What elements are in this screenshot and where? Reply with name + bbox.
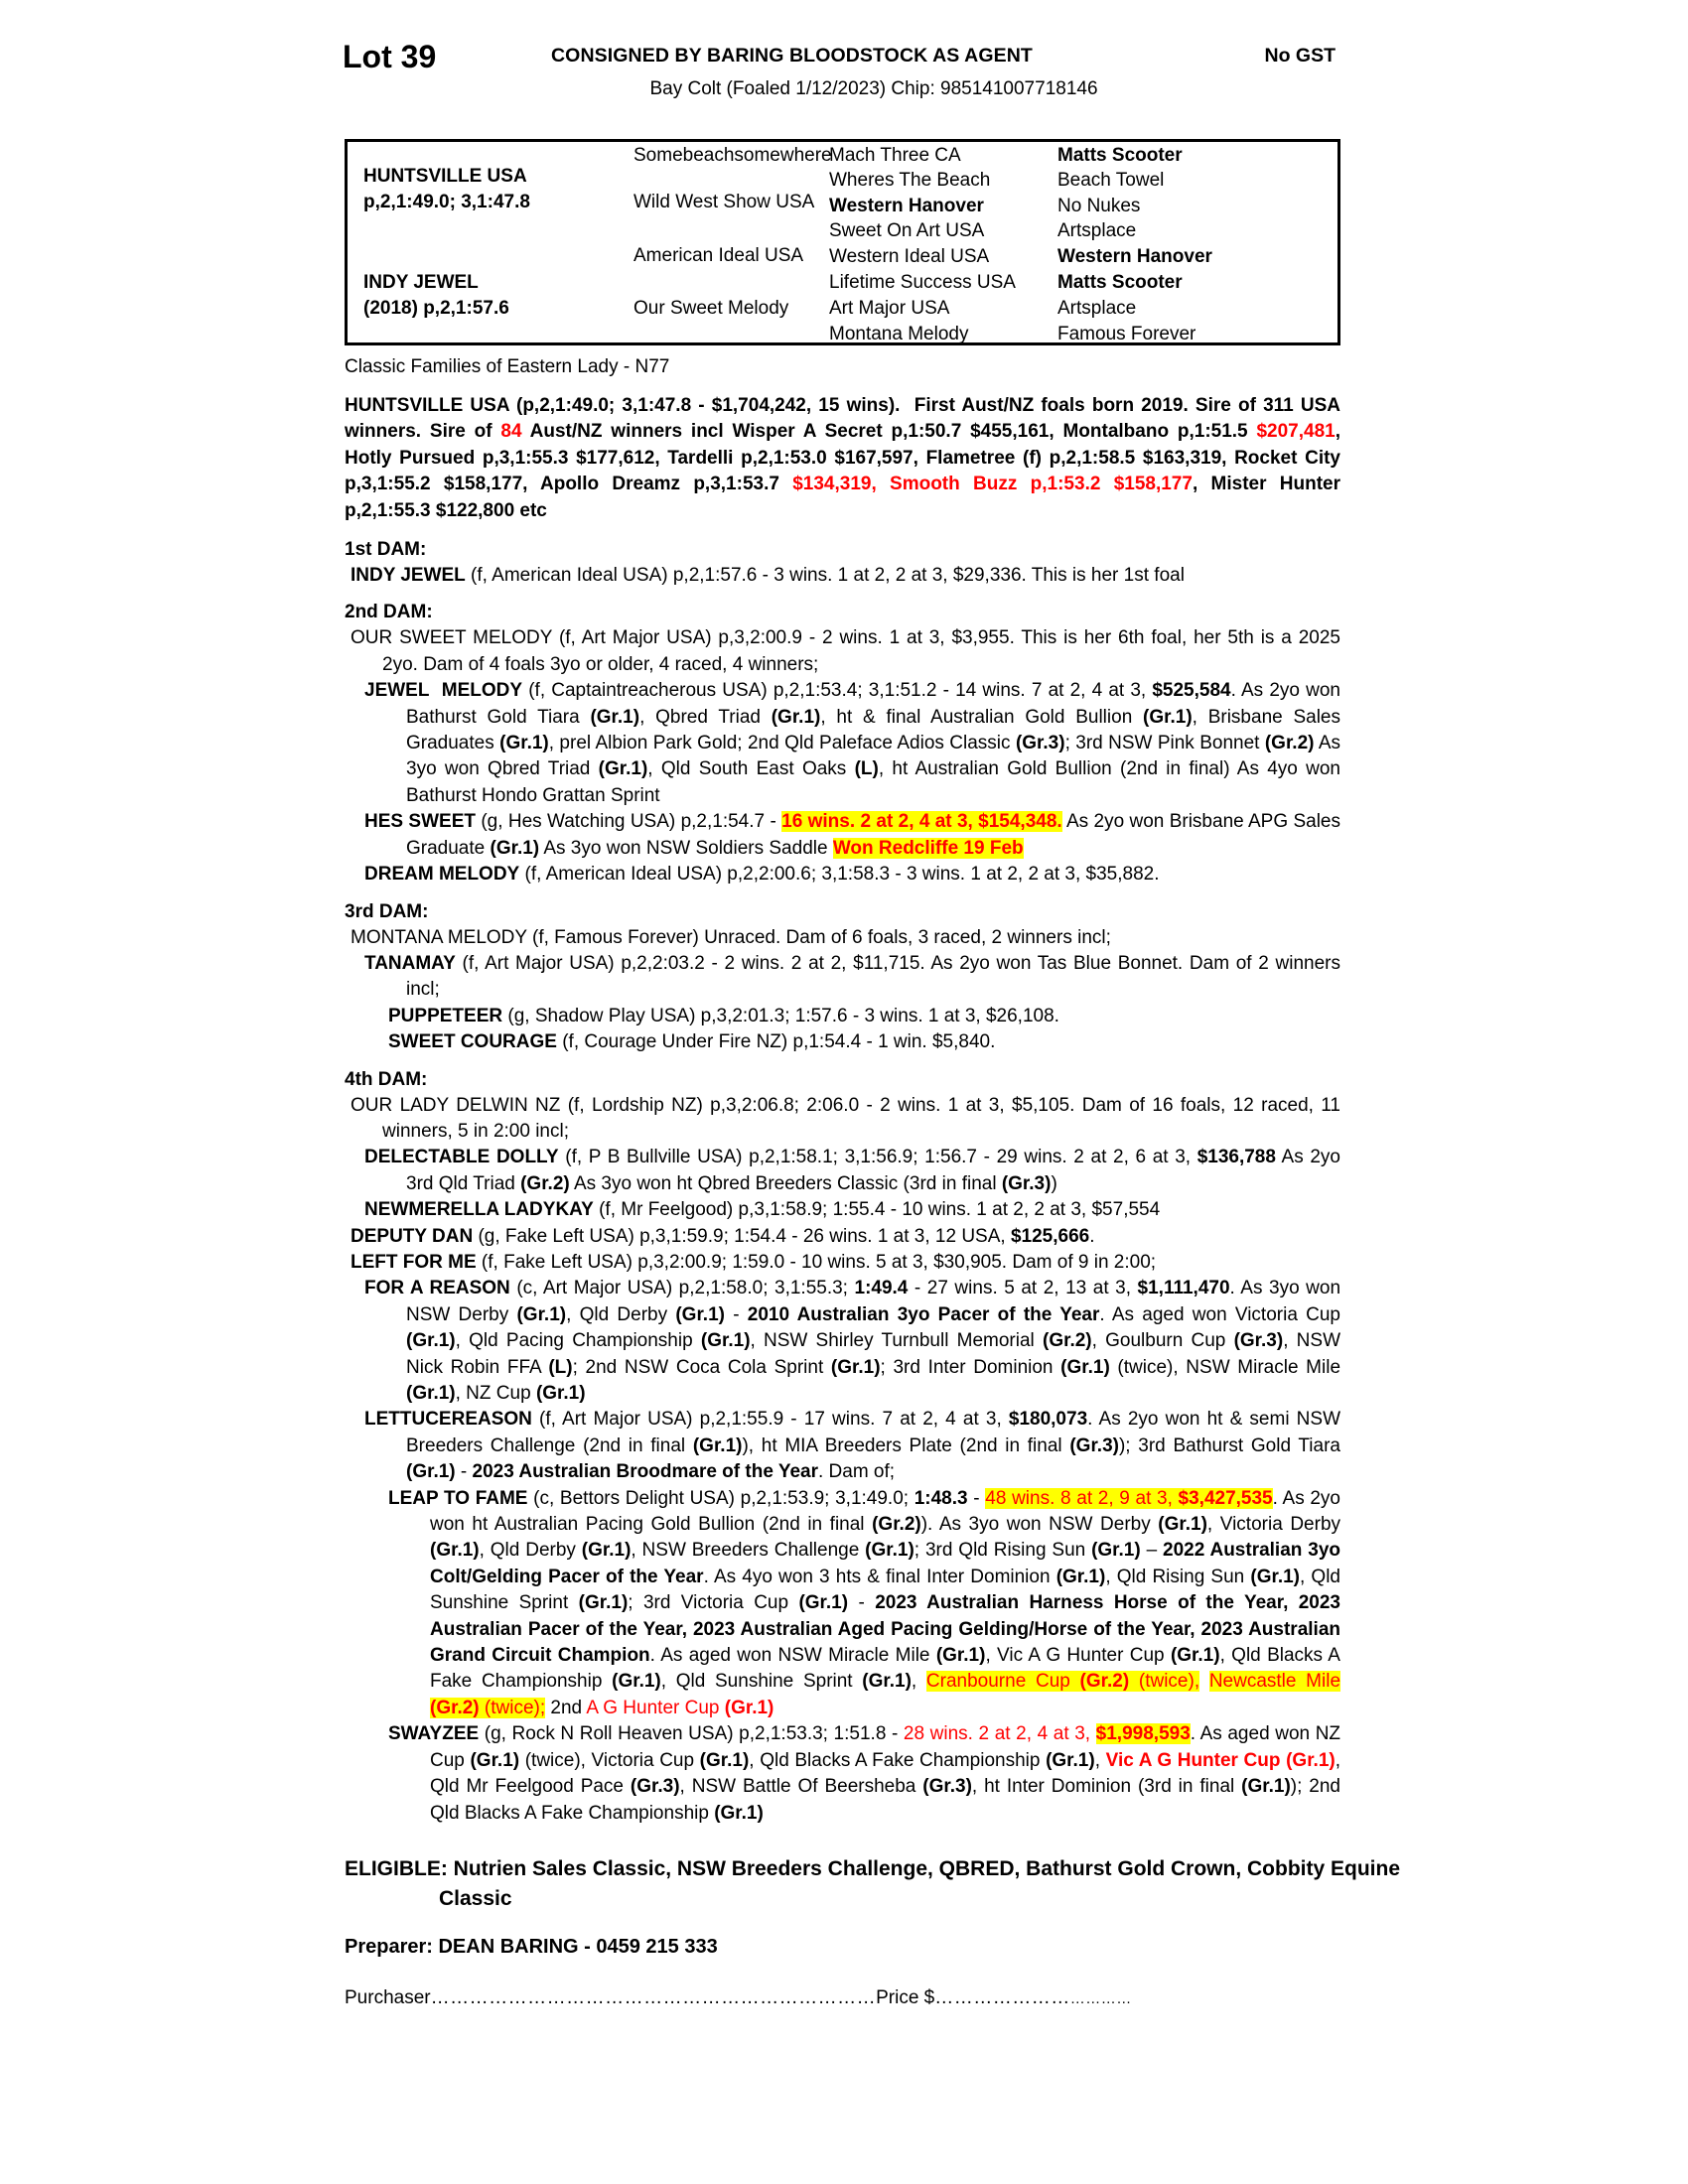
purchaser-label: Purchaser [345,1987,431,2008]
pedigree-sire-name: HUNTSVILLE USA [363,166,527,187]
pedigree-gen2-3: American Ideal USA [633,245,804,266]
pedigree-gen4-7: Artsplace [1057,298,1137,319]
progeny-leap-to-fame: LEAP TO FAME (c, Bettors Delight USA) p,… [388,1487,1341,1718]
pedigree-grid: HUNTSVILLE USA p,2,1:49.0; 3,1:47.8 INDY… [348,142,1337,344]
pedigree-gen4-2: Beach Towel [1057,170,1165,191]
progeny-deputy-dan: DEPUTY DAN (g, Fake Left USA) p,3,1:59.9… [351,1225,1095,1247]
purchaser-price-row: Purchaser……………………………………………………………Price $…… [345,1985,1340,2012]
purchaser-fill-line[interactable]: …………………………………………………………… [430,1987,877,2008]
dam-entry-montana-melody: MONTANA MELODY (f, Famous Forever) Unrac… [351,926,1111,948]
pedigree-gen3-6: Lifetime Success USA [829,272,1016,293]
pedigree-gen3-2: Wheres The Beach [829,170,991,191]
progeny-jewel-melody: JEWEL MELODY (f, Captaintreacherous USA)… [364,680,1341,806]
pedigree-gen4-4: Artsplace [1057,220,1137,241]
pedigree-dam-name: INDY JEWEL [363,272,479,293]
price-fill-line-tail[interactable]: ………… [1069,1990,1132,2007]
horse-description: Bay Colt (Foaled 1/12/2023) Chip: 985141… [649,78,1098,99]
dam-entry-our-sweet-melody: OUR SWEET MELODY (f, Art Major USA) p,3,… [351,627,1341,675]
pedigree-gen3-8: Montana Melody [829,324,969,344]
pedigree-gen3-5: Western Ideal USA [829,246,990,267]
consignor-line: CONSIGNED BY BARING BLOODSTOCK AS AGENT [551,45,1033,67]
pedigree-gen3-3: Western Hanover [829,196,984,216]
pedigree-dam-record: (2018) p,2,1:57.6 [363,298,509,319]
gst-status: No GST [1264,45,1336,67]
pedigree-gen4-5: Western Hanover [1057,246,1212,267]
lot-number: Lot 39 [343,39,437,74]
pedigree-table: HUNTSVILLE USA p,2,1:49.0; 3,1:47.8 INDY… [345,139,1340,345]
page-header: Lot 39 CONSIGNED BY BARING BLOODSTOCK AS… [343,38,1336,117]
pedigree-gen4-3: No Nukes [1057,196,1141,216]
pedigree-gen4-1: Matts Scooter [1057,145,1183,166]
pedigree-gen2-4: Our Sweet Melody [633,298,789,319]
pedigree-gen3-1: Mach Three CA [829,145,961,166]
pedigree-gen4-6: Matts Scooter [1057,272,1183,293]
progeny-puppeteer: PUPPETEER (g, Shadow Play USA) p,3,2:01.… [388,1005,1059,1026]
pedigree-narrative: Classic Families of Eastern Lady - N77 H… [345,353,1341,1827]
pedigree-gen3-7: Art Major USA [829,298,950,319]
dam-entry-our-lady-delwin: OUR LADY DELWIN NZ (f, Lordship NZ) p,3,… [351,1094,1340,1142]
dam-heading-3: 3rd DAM: [345,900,429,922]
price-label: Price $ [876,1987,935,2008]
progeny-tanamay: TANAMAY (f, Art Major USA) p,2,2:03.2 - … [364,952,1340,1001]
pedigree-gen3-4: Sweet On Art USA [829,220,985,241]
progeny-left-for-me: LEFT FOR ME (f, Fake Left USA) p,3,2:00.… [351,1251,1157,1273]
progeny-delectable-dolly: DELECTABLE DOLLY (f, P B Bullville USA) … [364,1147,1340,1194]
progeny-lettucereason: LETTUCEREASON (f, Art Major USA) p,2,1:5… [364,1409,1341,1483]
progeny-for-a-reason: FOR A REASON (c, Art Major USA) p,2,1:58… [364,1278,1341,1404]
dam-heading-1: 1st DAM: [345,539,427,561]
progeny-swayzee: SWAYZEE (g, Rock N Roll Heaven USA) p,2,… [388,1723,1341,1824]
dam-heading-2: 2nd DAM: [345,602,433,623]
progeny-hes-sweet: HES SWEET (g, Hes Watching USA) p,2,1:54… [364,811,1340,859]
progeny-sweet-courage: SWEET COURAGE (f, Courage Under Fire NZ)… [388,1031,996,1053]
eligible-line: ELIGIBLE: Nutrien Sales Classic, NSW Bre… [345,1857,1401,1910]
pedigree-gen2-1: Somebeachsomewhere [633,145,832,166]
header-top-row: Lot 39 CONSIGNED BY BARING BLOODSTOCK AS… [343,38,1336,79]
dam-entry-indy-jewel: INDY JEWEL (f, American Ideal USA) p,2,1… [351,565,1185,587]
dam-heading-4: 4th DAM: [345,1068,428,1090]
pedigree-gen2-2: Wild West Show USA [633,192,815,212]
family-line: Classic Families of Eastern Lady - N77 [345,356,670,377]
price-fill-line[interactable]: ………………… [934,1987,1070,2008]
progeny-dream-melody: DREAM MELODY (f, American Ideal USA) p,2… [364,864,1160,886]
preparer-line: Preparer: DEAN BARING - 0459 215 333 [345,1936,718,1958]
sire-paragraph: HUNTSVILLE USA (p,2,1:49.0; 3,1:47.8 - $… [345,395,1340,521]
pedigree-gen4-8: Famous Forever [1057,324,1196,344]
pedigree-sire-record: p,2,1:49.0; 3,1:47.8 [363,192,530,212]
progeny-newmerella-ladykay: NEWMERELLA LADYKAY (f, Mr Feelgood) p,3,… [364,1199,1161,1221]
